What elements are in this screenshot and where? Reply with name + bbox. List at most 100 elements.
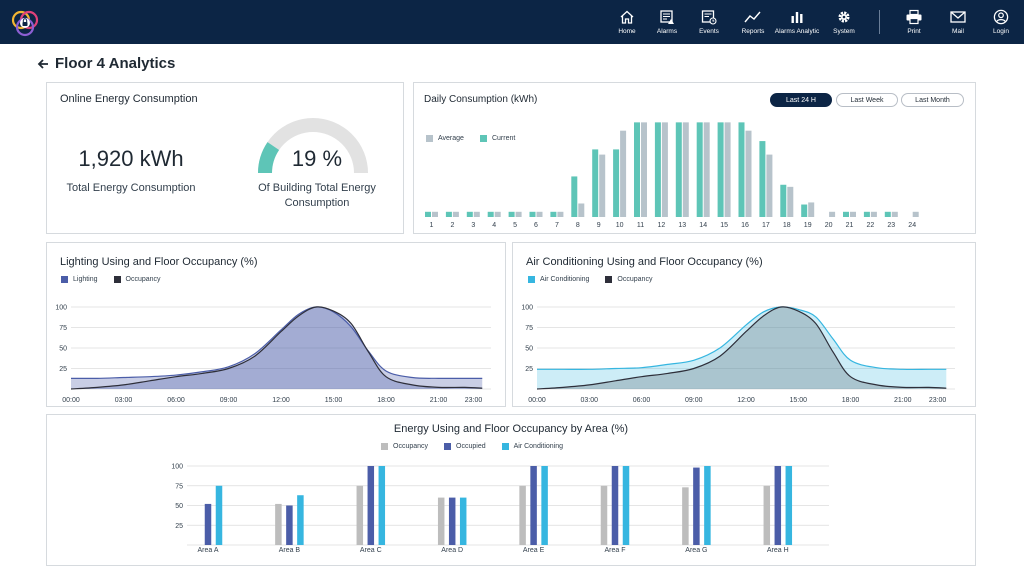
- reports-icon: [744, 11, 761, 23]
- x-tick-label: 12: [658, 222, 666, 229]
- bar-average: [494, 211, 501, 217]
- y-tick-label: 100: [171, 464, 183, 471]
- range-last-24h-button[interactable]: Last 24 H: [770, 93, 832, 107]
- bar-current: [717, 122, 724, 217]
- bar-air-conditioning: [215, 485, 223, 545]
- card-title: Energy Using and Floor Occupancy by Area…: [393, 423, 629, 435]
- x-tick-label: 11: [637, 222, 644, 229]
- x-tick-label: 15: [720, 222, 728, 229]
- nav-label: Reports: [741, 28, 765, 35]
- y-tick-label: 50: [59, 346, 67, 353]
- area-occupancy-card: Energy Using and Floor Occupancy by Area…: [46, 414, 976, 566]
- x-tick-label: 21:00: [894, 397, 912, 404]
- nav-divider: [879, 10, 880, 34]
- legend-label: Occupancy: [617, 276, 653, 283]
- x-tick-label: 03:00: [580, 397, 598, 404]
- bar-current: [696, 122, 703, 217]
- back-arrow-icon[interactable]: [37, 58, 49, 70]
- top-navigation-bar: Home Alarms Events Reports Alarms Analyt…: [0, 0, 1024, 44]
- bar-average: [745, 130, 752, 217]
- bar-average: [452, 211, 459, 217]
- online-energy-card: Online Energy Consumption 1,920 kWh Tota…: [46, 82, 404, 234]
- bar-current: [445, 211, 452, 217]
- bar-occupancy: [600, 485, 608, 545]
- x-tick-label: 21:00: [430, 397, 448, 404]
- nav-login[interactable]: Login: [987, 0, 1015, 44]
- bar-air-conditioning: [541, 466, 548, 545]
- bar-average: [724, 122, 731, 217]
- bar-current: [884, 211, 891, 217]
- series-line: [537, 306, 947, 371]
- x-tick-label: 23: [887, 222, 895, 229]
- page-title: Floor 4 Analytics: [55, 55, 176, 72]
- nav-alarms[interactable]: Alarms: [653, 0, 681, 44]
- x-tick-label: Area G: [685, 547, 707, 554]
- lighting-occupancy-chart: 25 50 75 100 00:00 03:00 06:00 09:00 12:00 15:00 1…: [55, 305, 491, 404]
- nav-alarms-analytic[interactable]: Alarms Analytic: [774, 0, 820, 44]
- x-tick-label: 12:00: [272, 397, 290, 404]
- legend-swatch: [381, 443, 388, 450]
- x-tick-label: 22: [867, 222, 875, 229]
- nav-label: Mail: [952, 28, 964, 35]
- nav-mail[interactable]: Mail: [944, 0, 972, 44]
- y-tick-label: 50: [525, 346, 533, 353]
- bar-current: [801, 204, 808, 217]
- bar-average: [850, 211, 856, 217]
- daily-consumption-card: Daily Consumption (kWh) Last 24 H Last W…: [413, 82, 976, 234]
- x-tick-label: 16: [741, 222, 749, 229]
- daily-legend: Average Current: [426, 135, 531, 142]
- x-tick-label: 6: [534, 222, 538, 229]
- bar-occupancy: [763, 485, 771, 545]
- x-tick-label: 7: [555, 222, 559, 229]
- percent-label-line1: Of Building Total Energy: [258, 182, 376, 194]
- legend-label: Lighting: [73, 276, 98, 283]
- daily-consumption-chart: 1 2 3 4 5 6 7 8 9 10 11 12 13 14 15 16 17 18 19 20 21 22 23 24: [425, 122, 919, 229]
- nav-system[interactable]: System: [830, 0, 858, 44]
- bar-current: [759, 141, 766, 217]
- bar-average: [703, 122, 710, 217]
- nav-home[interactable]: Home: [614, 0, 640, 44]
- lighting-occupancy-card: Lighting Using and Floor Occupancy (%) L…: [46, 242, 506, 407]
- bar-average: [536, 211, 543, 217]
- aircon-legend: Air Conditioning Occupancy: [528, 276, 668, 283]
- bar-occupied: [367, 466, 375, 545]
- bar-air-conditioning: [622, 466, 630, 545]
- bar-occupied: [448, 497, 456, 545]
- legend-item-occupancy: Occupancy: [113, 276, 161, 283]
- series-area: [537, 306, 947, 389]
- bar-current: [466, 211, 473, 217]
- bar-current: [550, 211, 557, 217]
- x-tick-label: 09:00: [685, 397, 703, 404]
- events-icon: [701, 10, 717, 25]
- range-last-week-button[interactable]: Last Week: [836, 93, 898, 107]
- printer-icon: [906, 9, 922, 25]
- bar-current: [863, 211, 870, 217]
- nav-label: Login: [993, 28, 1009, 35]
- bar-occupancy: [356, 485, 364, 545]
- bar-current: [738, 122, 745, 217]
- bar-average: [578, 203, 585, 217]
- bar-current: [425, 211, 431, 217]
- legend-item-average: Average: [426, 135, 464, 142]
- gear-icon: [838, 11, 850, 23]
- bar-chart-icon: [791, 12, 803, 23]
- x-tick-label: 3: [471, 222, 475, 229]
- x-tick-label: 09:00: [220, 397, 238, 404]
- card-title: Online Energy Consumption: [60, 93, 198, 105]
- y-tick-label: 75: [59, 325, 67, 332]
- occupancy-line: [70, 306, 483, 390]
- x-tick-label: 24: [908, 222, 916, 229]
- bar-current: [634, 122, 640, 217]
- legend-label: Occupancy: [125, 276, 161, 283]
- bar-current: [571, 176, 578, 217]
- bar-average: [620, 130, 627, 217]
- x-tick-label: 00:00: [528, 397, 546, 404]
- lighting-legend: Lighting Occupancy: [61, 276, 177, 283]
- nav-print[interactable]: Print: [900, 0, 928, 44]
- nav-events[interactable]: Events: [695, 0, 723, 44]
- nav-reports[interactable]: Reports: [738, 0, 768, 44]
- nav-label: Alarms: [656, 28, 678, 35]
- range-last-month-button[interactable]: Last Month: [901, 93, 964, 107]
- y-tick-label: 75: [175, 483, 183, 490]
- occupancy-area: [537, 306, 947, 389]
